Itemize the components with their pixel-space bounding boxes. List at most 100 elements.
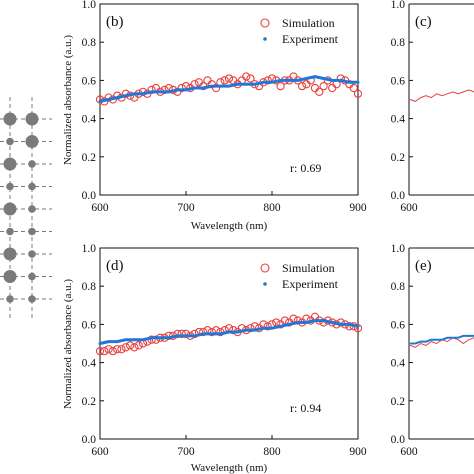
panel-b-simulation-point — [297, 81, 307, 91]
panel-d-experiment-point — [339, 323, 343, 326]
panel-d-experiment-point — [262, 326, 265, 330]
panel-b-experiment-point — [210, 84, 214, 88]
panel-d-experiment-point — [313, 319, 317, 322]
panel-b-experiment-point — [227, 84, 231, 88]
panel-e-y-tick-label: 0.2 — [391, 396, 406, 408]
panel-b-chart: 0.0 0.2 0.4 0.6 0.8 1.0 600 700 800 900 (b) Simu… — [62, 0, 367, 232]
panel-b-experiment-point — [193, 86, 196, 90]
panel-b-simulation-point — [177, 83, 186, 93]
panel-b-experiment-point — [124, 94, 128, 97]
panel-e-y-tick-label: 0.4 — [391, 358, 406, 370]
panel-c-y-tick-label: 0.8 — [391, 37, 406, 49]
panel-b-experiment-point — [356, 81, 360, 84]
panel-d-experiment-point — [141, 338, 145, 341]
panel-d-simulation-point — [199, 327, 208, 337]
panel-d-simulation-point — [151, 335, 161, 344]
panel-d-chart: 0.0 0.2 0.4 0.6 0.8 1.0 600 700 800 900 (d) Simu… — [62, 243, 367, 474]
panel-e-x-tick-label: 600 — [400, 446, 418, 458]
panel-d-experiment-point — [133, 338, 136, 341]
panel-d-experiment-point — [98, 342, 102, 345]
panel-d-experiment-point — [107, 340, 110, 343]
panel-d-simulation-point — [117, 345, 126, 354]
panel-d-experiment-point — [210, 332, 214, 336]
panel-b-legend: Simulation Experiment — [260, 16, 339, 46]
panel-e-y-tick-label: 0.8 — [391, 281, 406, 293]
panel-b-experiment-point — [107, 98, 110, 101]
panel-b-label: (b) — [106, 14, 124, 30]
panel-d-y-tick-label: 0.4 — [82, 358, 97, 370]
panel-d-simulation-point — [121, 343, 130, 352]
panel-d-simulation-point — [104, 345, 113, 354]
panel-b-experiment-point — [279, 79, 282, 82]
panel-d-experiment-point — [124, 338, 128, 341]
lattice-particle — [28, 295, 36, 303]
panel-b-y-tick-label: 0.2 — [82, 152, 97, 164]
panel-d-legend-simulation-label: Simulation — [282, 261, 335, 275]
panel-d-x-tick-label: 800 — [263, 446, 281, 458]
panel-d-y-ticks: 0.0 0.2 0.4 0.6 0.8 1.0 — [82, 243, 104, 446]
panel-b-experiment-point — [176, 88, 179, 92]
panel-b-simulation-point — [336, 74, 345, 83]
panel-d-experiment-point — [176, 334, 179, 338]
panel-b-experiment-point — [219, 84, 222, 88]
panel-b-x-tick-label: 800 — [263, 202, 281, 214]
panel-d-x-tick-label: 600 — [91, 446, 109, 458]
lattice-particle — [6, 137, 14, 146]
panel-d-y-tick-label: 1.0 — [82, 243, 97, 255]
lattice-particle — [28, 227, 36, 236]
panel-c-label: (c) — [415, 14, 432, 30]
panel-b-experiment-point — [253, 82, 257, 86]
panel-e-y-tick-label: 0.6 — [391, 319, 406, 331]
panel-d-x-ticks: 600 700 800 900 — [91, 435, 367, 458]
panel-d-experiment-point — [201, 332, 205, 336]
panel-b-experiment-point — [296, 79, 300, 82]
lattice-particle — [25, 135, 39, 148]
panel-e-label: (e) — [415, 258, 432, 274]
panel-b-simulation-point — [310, 83, 320, 93]
panel-b-r-annotation: r: 0.69 — [290, 161, 321, 175]
panel-b-simulation-point — [349, 83, 358, 93]
panel-b-simulation-point — [229, 76, 238, 85]
panel-b-simulation-point — [302, 80, 311, 89]
panel-b-experiment-point — [115, 96, 119, 99]
panel-b-simulation-point — [160, 85, 169, 95]
panel-b-simulation-point — [276, 81, 285, 91]
panel-b-experiment-point — [150, 90, 153, 94]
panel-d-simulation-point — [289, 314, 298, 323]
lattice-particle — [3, 112, 17, 126]
panel-d-simulation-point — [280, 316, 290, 325]
panel-d-experiment-point — [236, 330, 239, 334]
panel-b-simulation-point — [203, 76, 212, 85]
panel-d-legend-simulation-marker — [260, 263, 270, 273]
panel-d-experiment-point — [150, 336, 153, 340]
panel-b-legend-simulation-marker — [260, 18, 270, 28]
panel-d-experiment-point — [244, 328, 248, 332]
panel-b-experiment-point — [287, 79, 291, 82]
lattice-particle — [6, 227, 14, 236]
lattice-particle — [6, 182, 14, 191]
panel-e-experiment-partial-curve — [410, 334, 474, 345]
lattice-particle — [28, 250, 36, 258]
panel-b-y-ticks: 0.0 0.2 0.4 0.6 0.8 1.0 — [82, 0, 104, 202]
panel-b-x-tick-label: 900 — [349, 202, 367, 214]
panel-d-experiment-point — [270, 326, 274, 330]
panel-b-y-tick-label: 0.8 — [82, 37, 97, 49]
panel-b-experiment-point — [348, 81, 351, 84]
panel-d-simulation-point — [293, 316, 302, 325]
panel-c-y-tick-label: 0.4 — [391, 114, 406, 126]
panel-b-experiment-point — [184, 88, 188, 92]
panel-d-experiment-point — [348, 323, 351, 326]
panel-d-simulation-point — [100, 346, 109, 356]
panel-b-legend-experiment-label: Experiment — [282, 32, 339, 46]
panel-b-x-axis-title: Wavelength (nm) — [191, 220, 268, 232]
lattice-particle — [6, 295, 14, 303]
panel-b-experiment-point — [322, 77, 325, 80]
panel-b-simulation-point — [224, 74, 234, 83]
panel-b-simulation-point — [147, 85, 156, 95]
panel-b-experiment-point — [244, 82, 248, 86]
panel-d-x-axis-title: Wavelength (nm) — [191, 462, 268, 474]
panel-d-experiment-point — [296, 321, 300, 324]
panel-d-simulation-point — [113, 345, 122, 354]
panel-c-y-ticks: 1.0 0.8 0.6 0.4 0.2 0.0 — [391, 0, 413, 202]
